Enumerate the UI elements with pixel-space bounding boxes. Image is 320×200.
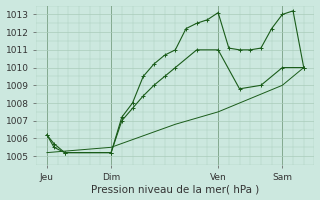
X-axis label: Pression niveau de la mer( hPa ): Pression niveau de la mer( hPa ) [91, 184, 260, 194]
